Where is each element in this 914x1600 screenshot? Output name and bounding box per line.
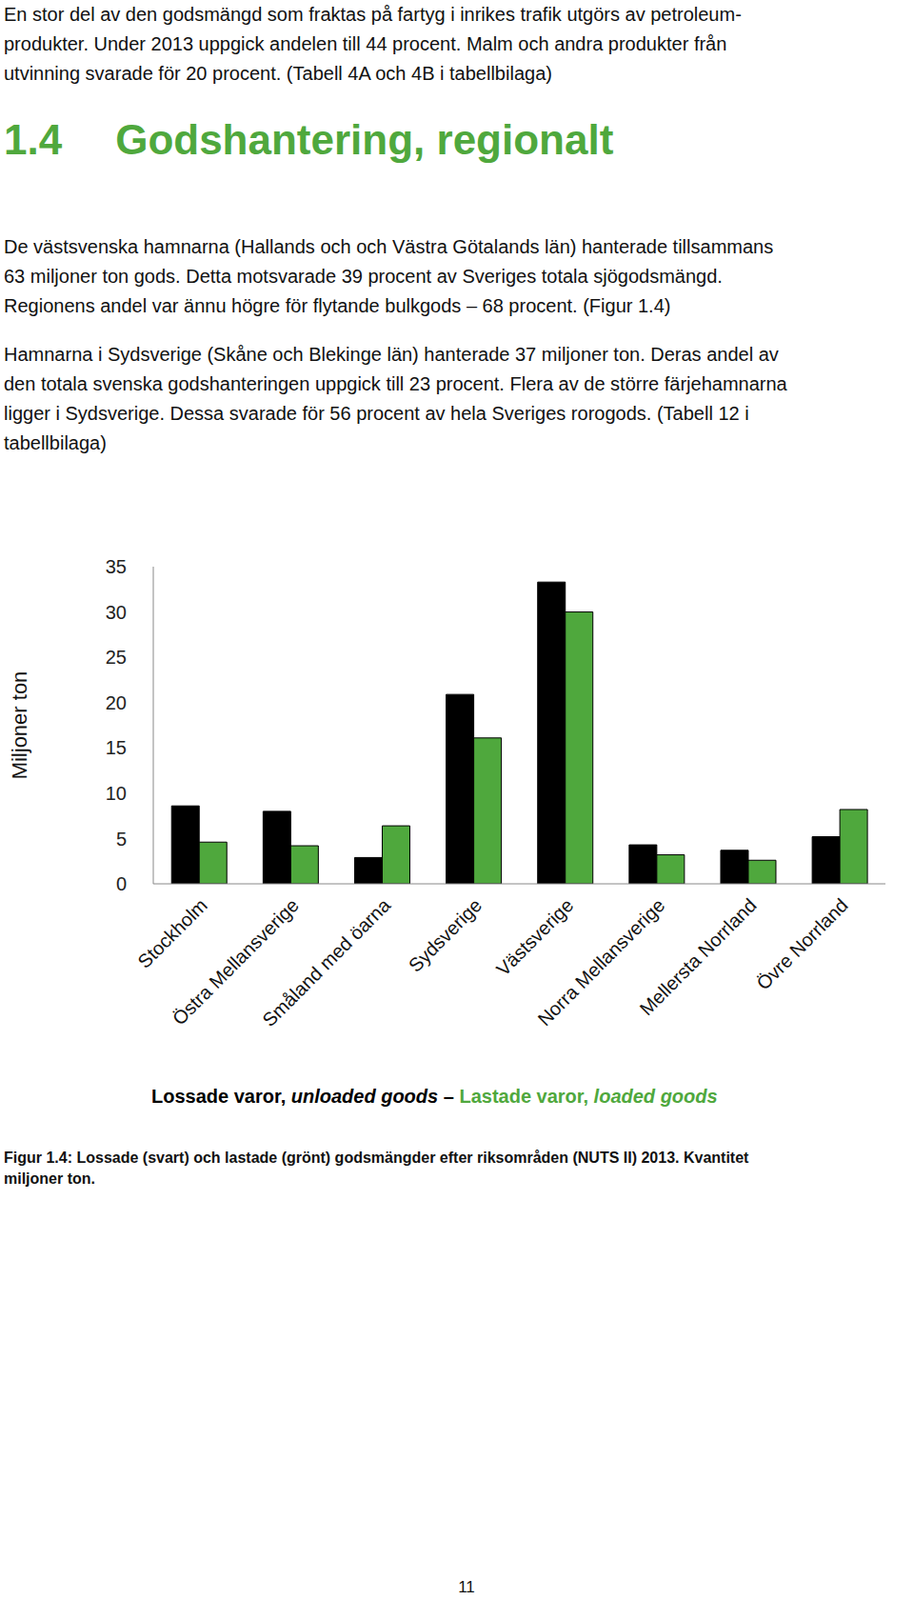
svg-text:10: 10: [105, 782, 127, 804]
html-text:63 miljoner ton gods. Detta mo: 63 miljoner ton gods. Detta motsvarade 3…: [3, 265, 723, 287]
svg-text:5: 5: [116, 828, 127, 850]
html-text:Figur 1.4: Lossade (svart) och: Figur 1.4: Lossade (svart) och lastade (…: [3, 1149, 749, 1166]
svg-text:20: 20: [105, 692, 127, 714]
html-text:Regionens andel var ännu högre: Regionens andel var ännu högre för flyta…: [3, 295, 671, 317]
html-text:produkter. Under 2013 uppgick: produkter. Under 2013 uppgick andelen ti…: [3, 33, 727, 55]
html-text:tabellbilaga): tabellbilaga): [3, 432, 107, 454]
html-text:Lossade varor, unloaded goods: Lossade varor, unloaded goods – Lastade …: [151, 1085, 718, 1107]
html-text:De västsvenska hamnarna (Halla: De västsvenska hamnarna (Hallands och oc…: [3, 236, 774, 258]
html-text:utvinning svarade för 20 proce: utvinning svarade för 20 procent. (Tabel…: [3, 62, 553, 84]
svg-text:Övre Norrland: Övre Norrland: [752, 894, 852, 994]
svg-text:Mellersta Norrland: Mellersta Norrland: [635, 894, 761, 1019]
html-text:ligger i Sydsverige. Dessa sva: ligger i Sydsverige. Dessa svarade för 5…: [3, 402, 749, 424]
svg-text:30: 30: [105, 601, 127, 623]
html-text:1.4: 1.4: [3, 116, 63, 163]
html-text:Godshantering, regionalt: Godshantering, regionalt: [115, 116, 614, 163]
svg-text:15: 15: [105, 736, 127, 758]
svg-text:Småland med öarna: Småland med öarna: [258, 894, 396, 1032]
svg-text:Miljoner ton: Miljoner ton: [7, 671, 32, 780]
html-text:Hamnarna i Sydsverige (Skåne o: Hamnarna i Sydsverige (Skåne och Bleking…: [3, 343, 779, 365]
svg-text:0: 0: [116, 873, 127, 895]
svg-text:Västsverige: Västsverige: [492, 894, 577, 979]
html-text:En stor del av den godsmängd s: En stor del av den godsmängd som fraktas…: [3, 3, 742, 25]
svg-text:Stockholm: Stockholm: [133, 894, 212, 973]
svg-text:Norra Mellansverige: Norra Mellansverige: [533, 894, 669, 1030]
html-text:11: 11: [458, 1577, 475, 1596]
html-text:den totala svenska godshanteri: den totala svenska godshanteringen uppgi…: [3, 373, 788, 395]
svg-text:Sydsverige: Sydsverige: [404, 894, 487, 976]
svg-text:Östra Mellansverige: Östra Mellansverige: [168, 894, 303, 1029]
svg-text:35: 35: [105, 556, 127, 577]
svg-text:25: 25: [105, 646, 127, 668]
html-text:miljoner ton.: miljoner ton.: [3, 1170, 96, 1187]
